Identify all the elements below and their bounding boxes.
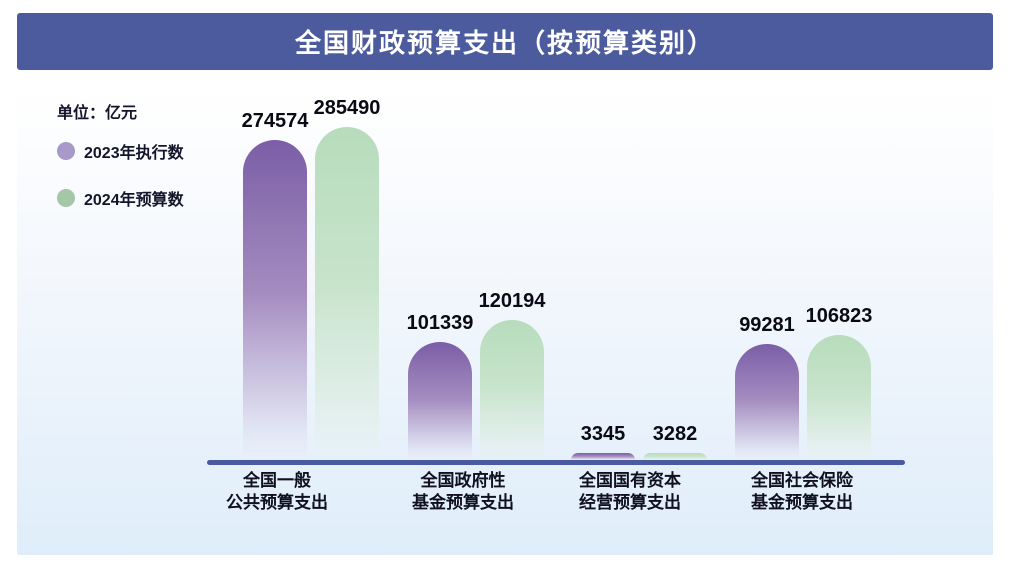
- value-label: 99281: [739, 314, 795, 336]
- value-label: 101339: [406, 312, 474, 334]
- bar-s2023: [735, 344, 799, 460]
- bar-s2023: [571, 453, 635, 460]
- legend-label-2024: 2024年预算数: [84, 192, 184, 209]
- bar-s2023: [243, 140, 307, 460]
- legend: 单位：亿元 2023年执行数 2024年预算数: [57, 99, 184, 233]
- category-label: 全国一般 公共预算支出: [226, 471, 328, 513]
- bar-s2024: [315, 127, 379, 460]
- category-label: 全国政府性 基金预算支出: [412, 471, 514, 513]
- category-label: 全国社会保险 基金预算支出: [751, 471, 853, 513]
- bar-column-s2024-group2: 120194: [478, 290, 546, 460]
- legend-item-2023: 2023年执行数: [57, 139, 184, 163]
- chart-card: 全国财政预算支出（按预算类别） 单位：亿元 2023年执行数 2024年预算数 …: [17, 13, 993, 555]
- bar-column-s2023-group4: 99281: [735, 314, 799, 460]
- bar-chart: 274574 285490 全国一般 公共预算支出 101339 120194 全国政府性…: [17, 13, 993, 555]
- value-label: 3345: [580, 423, 626, 445]
- value-label: 285490: [313, 97, 381, 119]
- bar-s2023: [408, 342, 472, 460]
- bar-s2024: [807, 335, 871, 460]
- unit-label: 单位：亿元: [57, 105, 138, 122]
- legend-item-2024: 2024年预算数: [57, 186, 184, 210]
- value-label: 274574: [241, 110, 309, 132]
- bar-column-s2024-group3: 3282: [643, 423, 707, 460]
- legend-swatch-2024-icon: [57, 189, 75, 207]
- title-bar: 全国财政预算支出（按预算类别）: [17, 13, 993, 70]
- page-title: 全国财政预算支出（按预算类别）: [294, 28, 715, 58]
- legend-label-2023: 2023年执行数: [84, 145, 184, 162]
- bar-s2024: [480, 320, 544, 460]
- bar-column-s2023-group2: 101339: [406, 312, 474, 460]
- bar-column-s2024-group1: 285490: [313, 97, 381, 460]
- bar-s2024: [643, 453, 707, 460]
- value-label: 106823: [805, 305, 873, 327]
- legend-swatch-2023-icon: [57, 142, 75, 160]
- bar-column-s2024-group4: 106823: [805, 305, 873, 460]
- x-axis-line: [207, 460, 905, 465]
- bar-column-s2023-group3: 3345: [571, 423, 635, 460]
- category-label: 全国国有资本 经营预算支出: [579, 471, 681, 513]
- bar-column-s2023-group1: 274574: [241, 110, 309, 460]
- value-label: 120194: [478, 290, 546, 312]
- value-label: 3282: [652, 423, 698, 445]
